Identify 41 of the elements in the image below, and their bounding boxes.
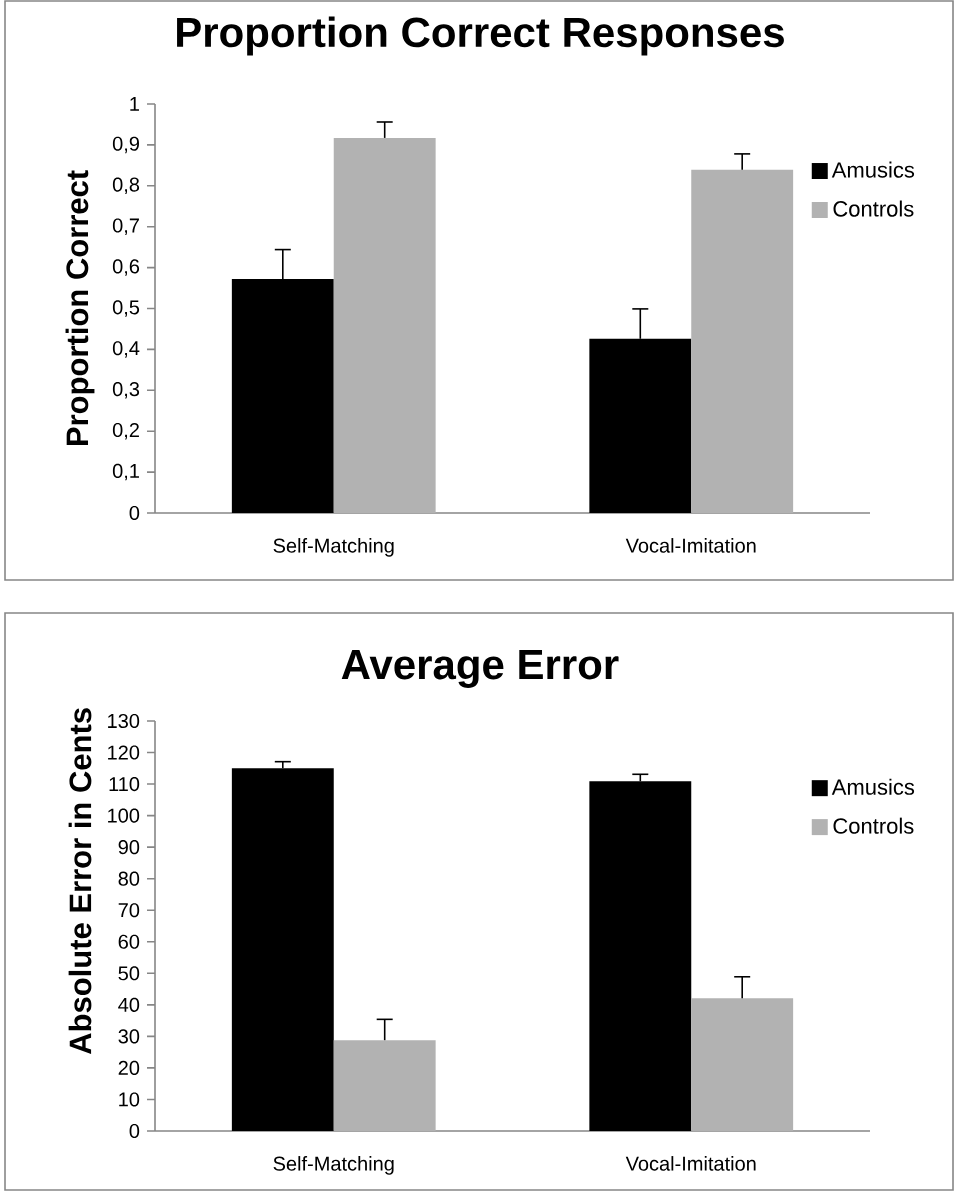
y-tick-label: 70 — [118, 903, 140, 918]
legend-label: Controls — [833, 817, 914, 834]
y-tick-label: 110 — [109, 777, 140, 792]
x-tick-label: Self-Matching — [273, 1156, 394, 1175]
bar — [333, 1040, 436, 1131]
y-axis-title: Absolute Error in Cents — [68, 708, 92, 1055]
x-tick-label: Self-Matching — [273, 538, 394, 557]
bar — [691, 998, 794, 1131]
legend-label: Amusics — [831, 161, 915, 178]
y-tick-label: 0,5 — [112, 300, 140, 317]
y-tick-label: 0,8 — [112, 177, 140, 195]
y-tick-label: 0,9 — [112, 136, 139, 154]
y-tick-label: 0 — [129, 1123, 140, 1139]
bar — [333, 137, 436, 513]
y-tick-label: 10 — [119, 1092, 140, 1107]
legend-label: Controls — [833, 200, 914, 217]
y-tick-label: 90 — [118, 840, 140, 855]
y-axis-title: Proportion Correct — [65, 170, 95, 446]
x-tick-label: Vocal-Imitation — [625, 538, 756, 553]
y-tick-label: 100 — [108, 808, 140, 823]
y-tick-label: 0,3 — [112, 382, 140, 399]
y-tick-label: 130 — [108, 713, 140, 729]
y-tick-label: 30 — [118, 1029, 140, 1044]
y-tick-label: 0,6 — [112, 259, 140, 276]
y-tick-label: 0,1 — [112, 463, 139, 481]
y-tick-label: 60 — [118, 934, 140, 949]
y-tick-label: 20 — [118, 1060, 140, 1075]
legend-label: Amusics — [831, 778, 915, 795]
y-tick-label: 0,4 — [112, 341, 140, 358]
y-tick-label: 80 — [118, 871, 140, 886]
y-tick-label: 0 — [129, 505, 140, 521]
bar — [691, 169, 794, 513]
y-tick-label: 50 — [118, 966, 140, 981]
y-tick-label: 0,7 — [112, 218, 139, 235]
y-tick-label: 1 — [130, 97, 139, 111]
chart-title: Average Error — [341, 650, 619, 688]
chart-title: Proportion Correct Responses — [177, 16, 784, 56]
y-tick-label: 120 — [108, 745, 140, 760]
y-tick-label: 40 — [118, 997, 140, 1012]
y-tick-label: 0,2 — [112, 422, 139, 440]
x-tick-label: Vocal-Imitation — [625, 1156, 756, 1171]
